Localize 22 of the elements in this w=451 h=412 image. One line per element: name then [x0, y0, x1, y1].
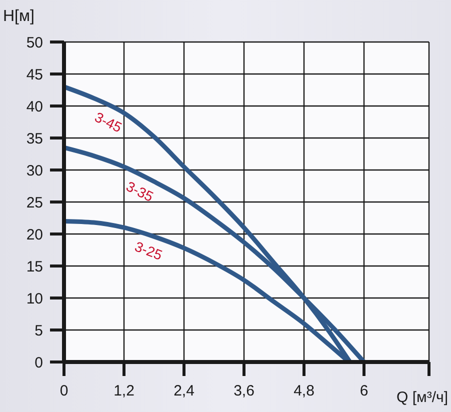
- y-tick-label: 40: [26, 98, 43, 116]
- y-tick-label: 45: [26, 66, 43, 84]
- text: 3-35: [124, 178, 156, 205]
- x-axis-title: Q [м³/ч]: [396, 389, 448, 406]
- x-tick-label: 0: [60, 382, 68, 400]
- y-tick-label: 25: [26, 194, 43, 212]
- x-tick-label: 6: [360, 382, 368, 400]
- x-tick-label: 2,4: [174, 382, 194, 400]
- y-tick-label: 15: [26, 258, 43, 276]
- y-tick-label: 35: [26, 130, 43, 148]
- y-axis-title: H[м]: [3, 8, 34, 25]
- y-tick-label: 5: [34, 322, 43, 340]
- x-tick-label: 3,6: [234, 382, 254, 400]
- x-tick-label: 4,8: [294, 382, 314, 400]
- y-tick-label: 0: [34, 354, 43, 372]
- y-tick-label: 20: [26, 226, 43, 244]
- text: 3-45: [92, 108, 125, 136]
- y-tick-label: 30: [26, 162, 43, 180]
- y-tick-label: 10: [26, 290, 43, 308]
- x-tick-label: 1,2: [114, 382, 134, 400]
- y-tick-label: 50: [26, 34, 43, 52]
- text: 3-25: [132, 238, 165, 264]
